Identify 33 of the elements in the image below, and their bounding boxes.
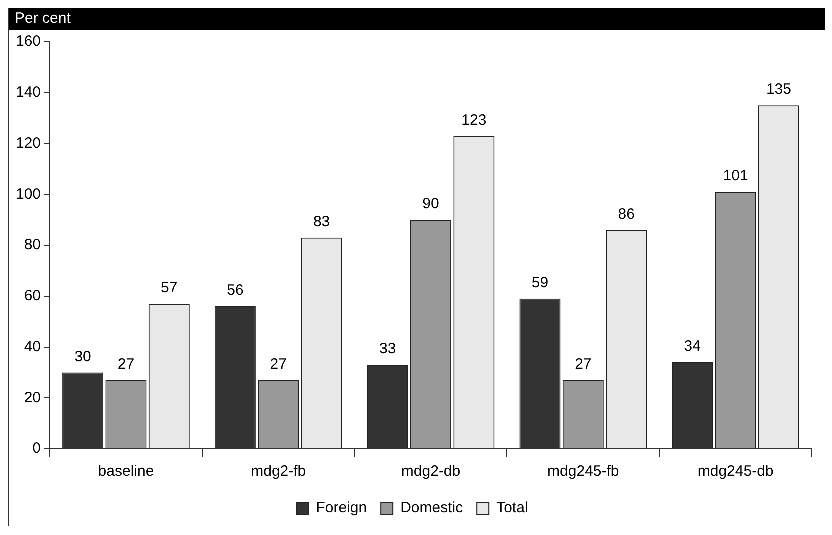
y-tick-label: 140 [16, 84, 42, 102]
data-label: 101 [723, 168, 748, 185]
y-tick-label: 0 [32, 440, 42, 458]
data-label: 30 [74, 348, 92, 366]
x-tick-label: mdg245-db [698, 463, 774, 480]
data-label: 27 [270, 356, 287, 373]
data-label: 90 [422, 196, 440, 213]
x-tick-label: baseline [98, 463, 154, 480]
y-tick-label: 80 [24, 236, 42, 254]
data-label: 123 [462, 112, 487, 129]
x-tick-label: mdg245-fb [548, 463, 620, 480]
data-label: 27 [575, 356, 592, 373]
x-tick-label: mdg2-fb [251, 463, 306, 480]
data-label: 135 [766, 81, 792, 98]
y-axis-title: Per cent [9, 8, 825, 30]
data-label: 86 [618, 206, 635, 223]
legend-label: Total [496, 500, 528, 517]
y-tick-label: 160 [16, 33, 42, 50]
data-label: 83 [313, 214, 330, 231]
y-tick-label: 40 [24, 338, 42, 356]
legend-label: Domestic [400, 500, 464, 517]
data-label: 56 [227, 282, 244, 300]
data-label: 33 [379, 340, 396, 358]
y-tick-label: 100 [16, 186, 42, 203]
y-tick-label: 60 [24, 288, 42, 305]
legend-label: Foreign [316, 500, 368, 517]
data-label: 34 [684, 338, 701, 356]
y-tick-label: 120 [16, 134, 42, 152]
y-tick-label: 20 [24, 389, 42, 406]
data-label: 59 [532, 274, 549, 292]
x-tick-label: mdg2-db [401, 463, 461, 480]
data-label: 57 [161, 280, 178, 297]
data-label: 27 [118, 356, 135, 373]
